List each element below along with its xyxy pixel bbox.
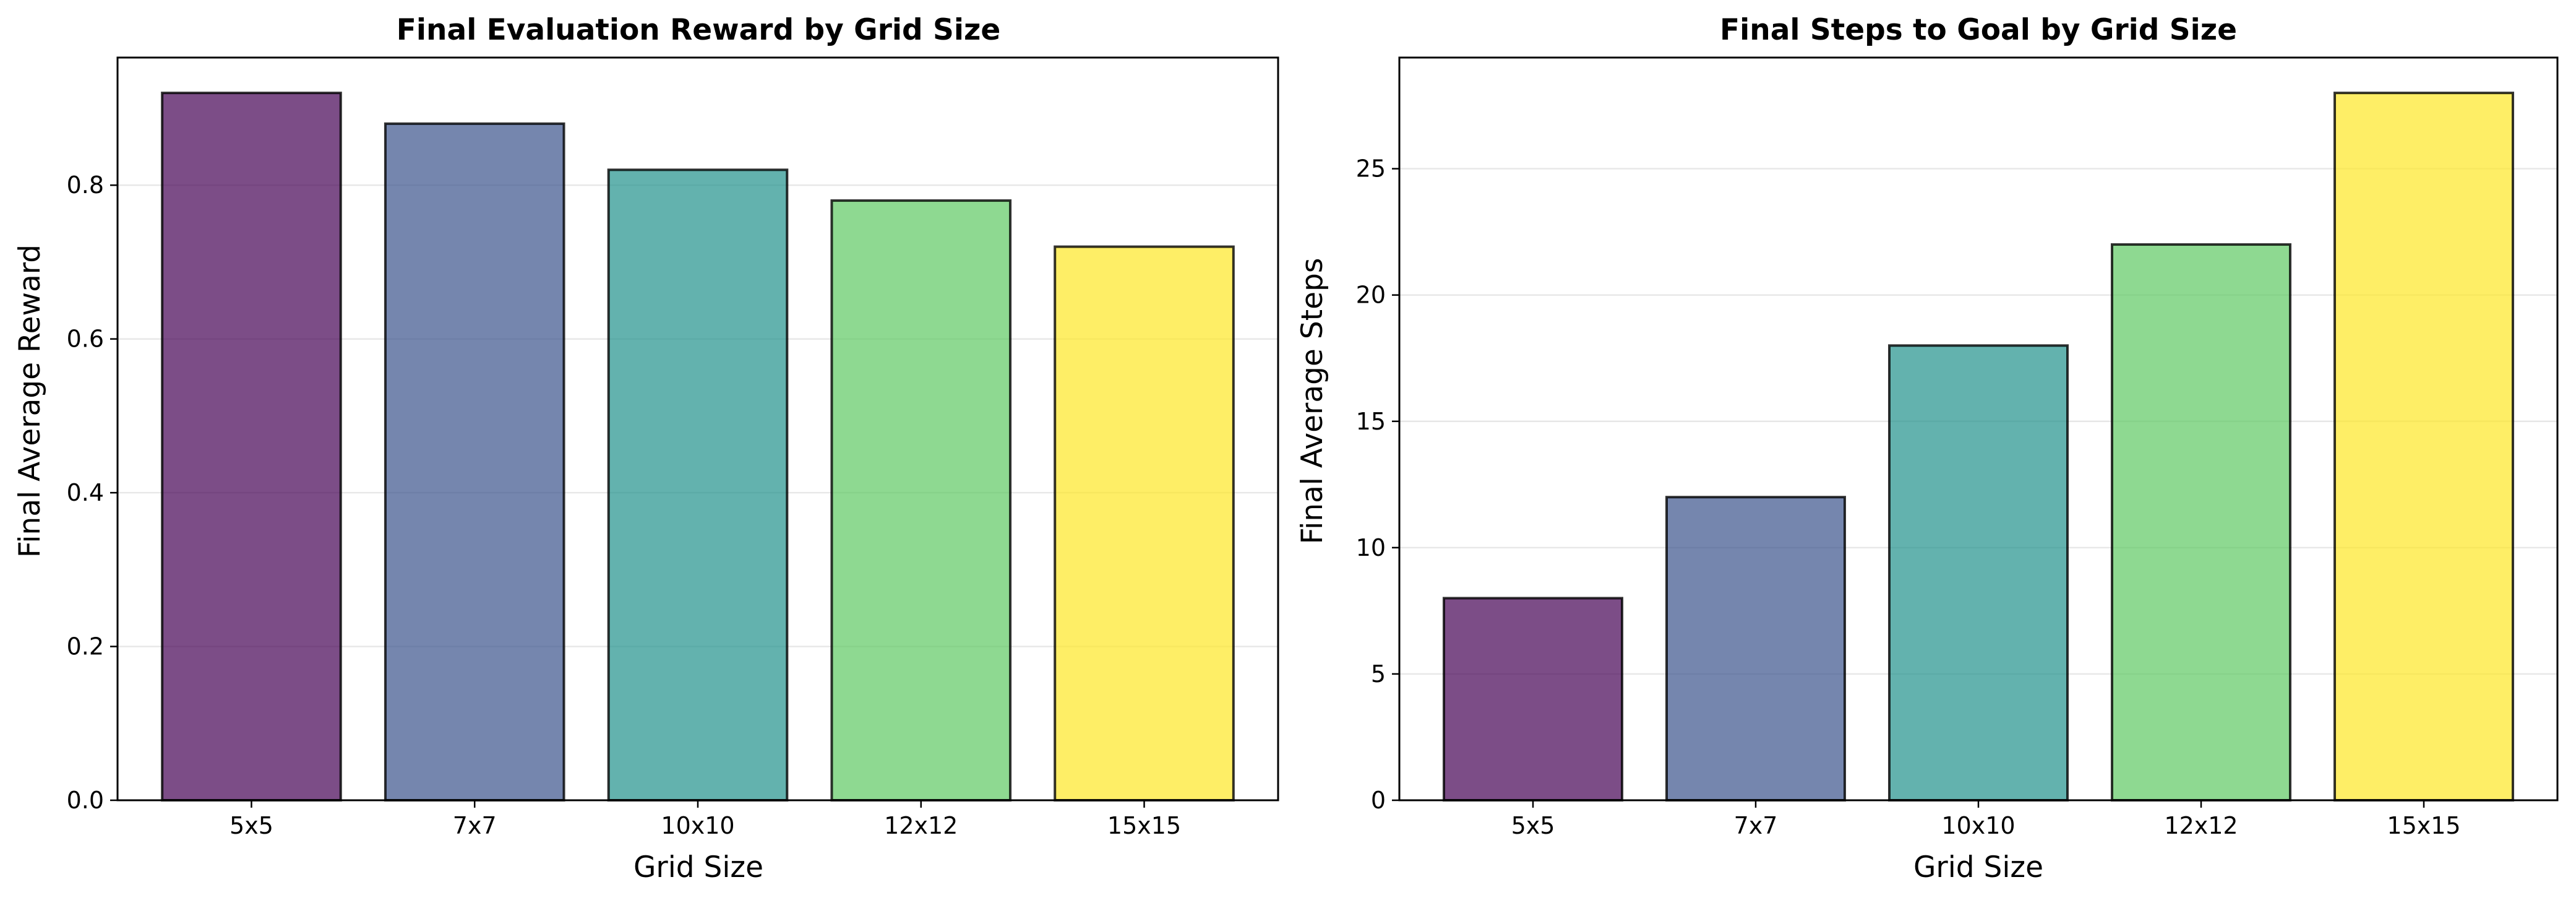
reward-xtick-label: 12x12 bbox=[884, 812, 958, 839]
steps-bar-7x7 bbox=[1665, 496, 1846, 802]
steps-bar-10x10 bbox=[1888, 344, 2069, 801]
reward-ytick-label: 0.0 bbox=[67, 787, 104, 814]
steps-bar-15x15 bbox=[2333, 92, 2514, 802]
steps-xtick-label: 5x5 bbox=[1511, 812, 1555, 839]
reward-bar-15x15 bbox=[1054, 245, 1235, 801]
reward-xtick-label: 7x7 bbox=[453, 812, 497, 839]
reward-ytick-label: 0.4 bbox=[67, 479, 104, 506]
reward-chart-panel: Final Evaluation Reward by Grid Size Gri… bbox=[13, 13, 1279, 884]
reward-chart-xlabel: Grid Size bbox=[633, 850, 763, 884]
reward-ytick-label: 0.6 bbox=[67, 326, 104, 353]
reward-chart-ylabel: Final Average Reward bbox=[13, 244, 47, 558]
reward-bar-7x7 bbox=[384, 122, 565, 802]
reward-xtick-label: 5x5 bbox=[230, 812, 273, 839]
reward-xtick-label: 10x10 bbox=[661, 812, 734, 839]
steps-ytick-label: 5 bbox=[1371, 660, 1386, 688]
steps-chart-title: Final Steps to Goal by Grid Size bbox=[1720, 13, 2237, 47]
reward-chart-title: Final Evaluation Reward by Grid Size bbox=[397, 13, 1000, 47]
steps-xtick-label: 10x10 bbox=[1941, 812, 2015, 839]
steps-chart-panel: Final Steps to Goal by Grid Size Grid Si… bbox=[1295, 13, 2559, 884]
steps-xtick-label: 12x12 bbox=[2164, 812, 2238, 839]
reward-bar-12x12 bbox=[830, 199, 1012, 801]
steps-ytick-label: 20 bbox=[1356, 282, 1386, 309]
reward-xtick-label: 15x15 bbox=[1107, 812, 1181, 839]
steps-xtick-label: 15x15 bbox=[2387, 812, 2460, 839]
steps-chart-ylabel: Final Average Steps bbox=[1295, 258, 1329, 545]
steps-ytick-label: 25 bbox=[1356, 155, 1386, 183]
reward-bar-5x5 bbox=[161, 92, 342, 802]
reward-bar-10x10 bbox=[607, 168, 789, 801]
steps-ytick-label: 0 bbox=[1371, 787, 1386, 814]
steps-ytick-label: 10 bbox=[1356, 534, 1386, 561]
steps-xtick-label: 7x7 bbox=[1734, 812, 1778, 839]
steps-bar-5x5 bbox=[1443, 597, 1623, 801]
reward-ytick-label: 0.8 bbox=[67, 171, 104, 199]
steps-bar-12x12 bbox=[2111, 243, 2291, 801]
reward-ytick-label: 0.2 bbox=[67, 633, 104, 660]
steps-ytick-label: 15 bbox=[1356, 408, 1386, 435]
steps-chart-xlabel: Grid Size bbox=[1913, 850, 2043, 884]
